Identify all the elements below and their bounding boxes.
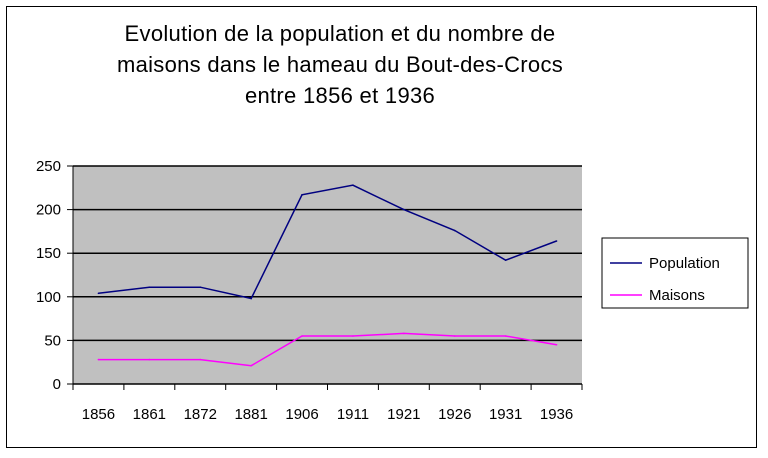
data-point bbox=[403, 332, 405, 335]
x-tick-label: 1931 bbox=[489, 406, 522, 423]
x-tick-label: 1936 bbox=[540, 406, 573, 423]
x-tick-label: 1911 bbox=[337, 406, 369, 423]
data-point bbox=[403, 208, 405, 211]
plot-background bbox=[73, 166, 582, 384]
data-point bbox=[250, 364, 252, 367]
data-point bbox=[250, 297, 252, 300]
y-tick-label: 50 bbox=[44, 332, 61, 349]
data-point bbox=[504, 335, 507, 337]
legend-label: Population bbox=[649, 255, 720, 272]
data-point bbox=[301, 335, 303, 337]
x-tick-label: 1926 bbox=[438, 406, 471, 423]
data-point bbox=[199, 286, 202, 289]
y-tick-label: 200 bbox=[36, 202, 61, 219]
x-tick-label: 1872 bbox=[184, 406, 217, 423]
y-tick-label: 250 bbox=[36, 158, 61, 175]
y-tick-label: 150 bbox=[36, 245, 61, 262]
y-tick-label: 100 bbox=[36, 289, 61, 306]
data-point bbox=[301, 193, 303, 196]
data-point bbox=[199, 358, 202, 361]
data-point bbox=[453, 335, 456, 337]
series-line-population bbox=[98, 184, 557, 300]
legend: Population Maisons bbox=[601, 237, 749, 309]
x-tick-label: 1881 bbox=[234, 406, 267, 423]
data-point bbox=[148, 286, 151, 289]
data-point bbox=[555, 240, 558, 242]
x-tick-label: 1906 bbox=[285, 406, 318, 423]
chart-title-line-2: maisons dans le hameau du Bout-des-Crocs bbox=[116, 52, 564, 77]
data-point bbox=[453, 229, 456, 232]
data-point bbox=[555, 343, 558, 346]
data-point bbox=[352, 335, 354, 337]
data-point bbox=[352, 184, 354, 186]
chart-title: Evolution de la population et du nombre … bbox=[60, 18, 620, 111]
x-tick-label: 1921 bbox=[387, 406, 420, 423]
chart-title-line-3: entre 1856 et 1936 bbox=[244, 83, 436, 108]
data-point bbox=[97, 358, 100, 361]
data-point bbox=[504, 259, 507, 261]
data-point bbox=[97, 292, 100, 295]
y-tick-label: 0 bbox=[53, 376, 61, 393]
chart-title-line-1: Evolution de la population et du nombre … bbox=[124, 21, 556, 46]
data-point bbox=[148, 358, 151, 361]
series-line-maisons bbox=[98, 332, 557, 367]
x-tick-label: 1856 bbox=[82, 406, 115, 423]
x-tick-label: 1861 bbox=[133, 406, 166, 423]
legend-box bbox=[601, 237, 749, 309]
legend-label: Maisons bbox=[649, 287, 705, 304]
plot-area: 0 50 100 150 200 250 1856 1861 1872 1881 1906 1911 1… bbox=[36, 158, 583, 423]
